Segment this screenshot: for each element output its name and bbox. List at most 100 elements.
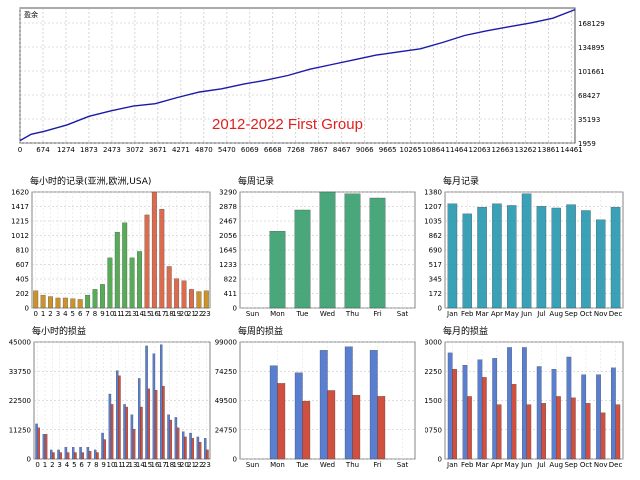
x-tick-label: 5470 (218, 146, 236, 154)
x-tick-label: 19 (172, 310, 181, 318)
y-tick-label: 24750 (215, 426, 237, 434)
x-tick-label: Jul (536, 461, 546, 469)
y-tick-label: 2467 (219, 218, 237, 226)
x-tick-label: Feb (461, 461, 474, 469)
x-tick-label: 10265 (400, 146, 422, 154)
x-tick-label: 13 (129, 461, 138, 469)
y-tick-label: 607 (16, 261, 29, 269)
y-tick-label: 822 (224, 276, 237, 284)
x-tick-label: Mon (270, 461, 285, 469)
bar (52, 452, 55, 460)
bar (79, 447, 82, 460)
bar (107, 257, 113, 309)
x-tick-label: 4271 (172, 146, 190, 154)
bar (477, 359, 483, 460)
x-tick-label: 1274 (57, 146, 75, 154)
x-tick-label: 20 (180, 461, 189, 469)
bar (152, 353, 156, 460)
bar (581, 374, 587, 460)
x-tick-label: 12 (120, 310, 129, 318)
x-tick-label: Aug (549, 310, 563, 318)
bar (100, 284, 105, 309)
x-tick-label: 15 (142, 310, 151, 318)
y-tick-label: 35193 (578, 116, 600, 124)
x-tick-label: Jan (446, 310, 458, 318)
bar (467, 396, 472, 460)
bar (162, 386, 165, 460)
bar (92, 289, 98, 309)
x-tick-label: Jun (520, 310, 532, 318)
bar (477, 206, 487, 309)
bar (81, 452, 84, 460)
bar (125, 406, 128, 460)
x-tick-label: 17 (157, 310, 166, 318)
x-tick-label: Jan (446, 461, 458, 469)
y-tick-label: 1207 (425, 203, 442, 211)
bar (481, 377, 487, 460)
x-tick-label: 2 (48, 310, 52, 318)
x-tick-label: Aug (549, 461, 563, 469)
bar (319, 191, 336, 309)
y-tick-label: 11250 (9, 426, 31, 434)
monthly-pnl-bar-chart: 每月的损益43000 32250 21500 10750 0 JanFebMarAprMa… (425, 325, 624, 469)
y-tick-label: 405 (16, 276, 29, 284)
hourly-records-chart: 每小时的记录(亚洲,欧洲,USA) 1620 1417 1215 1012 810 607 4… (0, 170, 215, 320)
bar (74, 452, 77, 460)
x-tick-label: 4 (65, 461, 70, 469)
bar (70, 298, 76, 309)
bar (198, 441, 202, 460)
bar (138, 378, 141, 460)
y-tick-label: 1035 (425, 218, 442, 226)
x-tick-label: Oct (580, 461, 592, 469)
x-tick-label: 13861 (537, 146, 559, 154)
y-tick-label: 33750 (9, 368, 31, 376)
x-tick-label: 17 (158, 461, 167, 469)
chart-title: 每月记录 (443, 175, 479, 187)
x-tick-label: 11464 (446, 146, 469, 154)
bar (294, 209, 311, 309)
x-tick-label: 1 (41, 310, 45, 318)
x-tick-label: Apr (491, 310, 503, 318)
y-tick-label: 345 (429, 276, 442, 284)
x-tick-label: 3072 (126, 146, 144, 154)
bar (344, 193, 361, 309)
bar (492, 203, 502, 309)
bar (118, 375, 121, 460)
x-tick-label: Nov (594, 461, 608, 469)
x-tick-label: 0 (35, 461, 39, 469)
bar (596, 374, 601, 460)
chart-title: 每月的损益 (443, 325, 488, 337)
x-tick-label: Dec (609, 310, 623, 318)
bar (40, 294, 46, 309)
bar (129, 257, 135, 309)
x-tick-label: Mar (475, 461, 488, 469)
bar (203, 290, 209, 309)
y-tick-label: 134895 (578, 44, 605, 52)
x-tick-label: Tue (296, 461, 309, 469)
bar (522, 347, 527, 460)
y-tick-label: 1417 (11, 203, 29, 211)
y-tick-label: 21500 (425, 397, 442, 405)
bar (615, 404, 621, 460)
x-tick-label: 9665 (379, 146, 397, 154)
y-tick-label: 1233 (219, 261, 237, 269)
bar (507, 347, 512, 460)
x-tick-label: 12063 (468, 146, 490, 154)
x-tick-label: 11 (114, 461, 123, 469)
bar (42, 434, 46, 460)
x-tick-label: Fri (373, 310, 381, 318)
x-tick-label: 6069 (241, 146, 259, 154)
x-tick-label: Wed (320, 461, 335, 469)
bar (551, 369, 557, 460)
y-tick-label: 0 (27, 456, 31, 464)
bar (145, 345, 148, 460)
y-tick-label: 1959 (578, 140, 596, 148)
bar (166, 266, 172, 309)
x-tick-label: 21 (187, 461, 196, 469)
bar (536, 206, 547, 309)
x-tick-label: 21 (187, 310, 196, 318)
x-tick-label: Sep (564, 310, 578, 318)
x-tick-label: Oct (580, 310, 592, 318)
bar (462, 213, 472, 309)
